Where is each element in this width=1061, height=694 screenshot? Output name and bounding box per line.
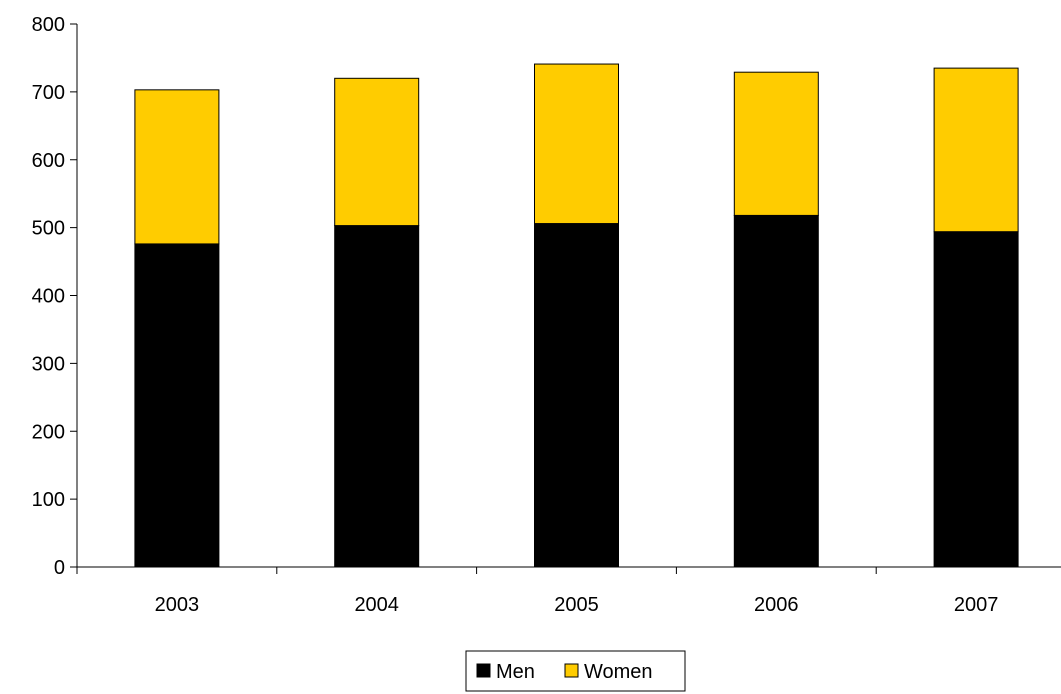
- legend-label-men: Men: [496, 661, 535, 683]
- x-tick-label: 2007: [954, 594, 999, 616]
- x-tick-label: 2006: [754, 594, 799, 616]
- bars-group: [134, 63, 1019, 568]
- y-tick-label: 300: [32, 353, 65, 375]
- y-tick-label: 100: [32, 489, 65, 511]
- x-tick-label: 2003: [155, 594, 200, 616]
- x-tick-label: 2005: [554, 594, 599, 616]
- legend-swatch-men: [476, 663, 491, 678]
- x-axis-ticks: 2003 2004 2005 2006 2007: [76, 567, 999, 616]
- x-tick-label: 2004: [354, 594, 399, 616]
- y-tick-label: 0: [54, 557, 65, 579]
- bar-segment-men: [733, 214, 819, 568]
- legend-swatch-women: [564, 663, 579, 678]
- bar-segment-women: [334, 77, 420, 227]
- bar-segment-women: [733, 71, 819, 216]
- y-tick-label: 200: [32, 421, 65, 443]
- y-tick-label: 400: [32, 286, 65, 308]
- bar-segment-women: [534, 63, 619, 225]
- bar-segment-men: [933, 231, 1019, 568]
- legend: Men Women: [465, 650, 686, 692]
- y-axis-ticks: 0 100 200 300 400 500 600 700 800: [32, 14, 77, 579]
- bar-segment-men: [534, 223, 619, 568]
- y-tick-label: 500: [32, 218, 65, 240]
- y-tick-label: 800: [32, 14, 65, 36]
- bar-segment-men: [334, 225, 420, 568]
- legend-label-women: Women: [584, 661, 653, 683]
- bar-segment-women: [933, 67, 1019, 233]
- y-tick-label: 600: [32, 150, 65, 172]
- bar-segment-women: [134, 89, 220, 245]
- y-tick-label: 700: [32, 82, 65, 104]
- bar-segment-men: [134, 243, 220, 568]
